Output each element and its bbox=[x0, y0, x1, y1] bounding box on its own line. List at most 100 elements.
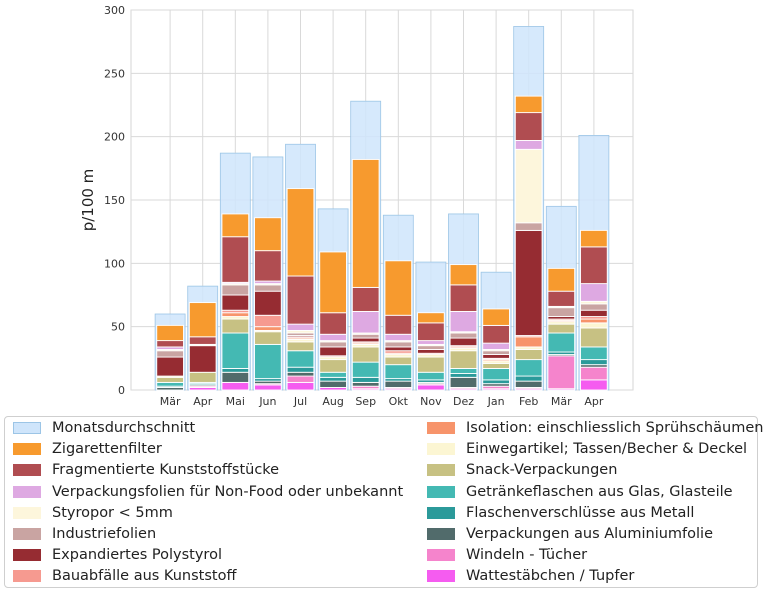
legend-swatch bbox=[427, 485, 455, 498]
stack-segment bbox=[221, 318, 250, 334]
stack-segment bbox=[514, 349, 543, 361]
stack-segment bbox=[254, 290, 282, 316]
x-tick-label: Apr bbox=[584, 395, 604, 408]
stack-segment bbox=[221, 368, 250, 373]
legend-item: Getränkeflaschen aus Glas, Glasteile bbox=[427, 482, 733, 502]
stacked-bars bbox=[156, 95, 608, 391]
stack-segment bbox=[254, 326, 282, 331]
stack-segment bbox=[547, 290, 576, 307]
stack-segment bbox=[514, 222, 543, 231]
legend-label: Expandiertes Polystyrol bbox=[52, 547, 222, 564]
stack-segment bbox=[514, 140, 543, 150]
stack-segment bbox=[351, 337, 380, 343]
stack-segment bbox=[449, 376, 478, 388]
legend-item: Einwegartikel; Tassen/Becher & Deckel bbox=[427, 439, 747, 459]
stack-segment bbox=[286, 188, 315, 277]
legend-swatch bbox=[13, 549, 41, 562]
stack-segment bbox=[351, 376, 380, 383]
stack-segment bbox=[547, 355, 576, 390]
stack-segment bbox=[254, 314, 282, 328]
legend-item: Flaschenverschlüsse aus Metall bbox=[427, 503, 694, 523]
stack-segment bbox=[156, 356, 184, 377]
stack-segment bbox=[188, 371, 217, 383]
stack-segment bbox=[417, 371, 445, 381]
x-tick-label: Nov bbox=[420, 395, 442, 408]
stack-segment bbox=[580, 327, 608, 348]
stack-segment bbox=[286, 341, 315, 352]
stack-segment bbox=[482, 368, 510, 381]
x-tick-label: Sep bbox=[355, 395, 376, 408]
stack-segment bbox=[514, 336, 543, 348]
stack-segment bbox=[286, 375, 315, 383]
stack-segment bbox=[156, 381, 184, 387]
stack-segment bbox=[417, 356, 445, 373]
y-tick-label: 100 bbox=[104, 257, 125, 270]
stack-segment bbox=[580, 318, 608, 324]
stack-segment bbox=[514, 359, 543, 377]
y-tick-label: 250 bbox=[104, 67, 125, 80]
legend-label: Windeln - Tücher bbox=[466, 547, 588, 564]
stack-segment bbox=[514, 95, 543, 114]
tick-labels: 0 50 100 150 200 250 300 Mär Apr Mai Jun Jul Aug Sep O… bbox=[104, 4, 604, 408]
legend-swatch bbox=[427, 528, 455, 540]
legend-item: Isolation: einschliesslich Sprühschäumen bbox=[427, 418, 763, 438]
stack-segment bbox=[580, 346, 608, 361]
legend-swatch bbox=[13, 464, 41, 477]
legend-item: Wattestäbchen / Tupfer bbox=[427, 566, 634, 586]
stack-segment bbox=[221, 371, 250, 383]
stack-segment bbox=[580, 229, 608, 248]
legend-label: Styropor < 5mm bbox=[52, 504, 173, 521]
stack-segment bbox=[384, 333, 413, 342]
legend-item: Expandiertes Polystyrol bbox=[13, 545, 222, 565]
stack-segment bbox=[580, 309, 608, 317]
legend-label: Isolation: einschliesslich Sprühschäumen bbox=[466, 420, 764, 436]
x-tick-label: Aug bbox=[322, 395, 343, 408]
stack-segment bbox=[221, 236, 250, 283]
legend-item: Bauabfälle aus Kunststoff bbox=[13, 566, 236, 586]
legend-item: Windeln - Tücher bbox=[427, 545, 587, 565]
stack-segment bbox=[449, 311, 478, 333]
stack-segment bbox=[384, 346, 413, 352]
stack-segment bbox=[319, 341, 347, 348]
stack-segment bbox=[482, 379, 510, 385]
stack-segment bbox=[188, 302, 217, 338]
legend-label: Verpackungsfolien für Non-Food oder unbe… bbox=[52, 483, 404, 500]
stack-segment bbox=[482, 354, 510, 359]
stack-segment bbox=[254, 384, 282, 391]
stack-segment bbox=[319, 251, 347, 314]
stack-segment bbox=[417, 345, 445, 350]
stack-segment bbox=[547, 267, 576, 292]
stack-segment bbox=[156, 340, 184, 348]
legend-swatch bbox=[13, 528, 41, 540]
stack-segment bbox=[254, 217, 282, 252]
stack-segment bbox=[449, 332, 478, 339]
stack-segment bbox=[221, 213, 250, 238]
stack-segment bbox=[580, 322, 608, 329]
stack-segment bbox=[384, 260, 413, 316]
stack-segment bbox=[514, 229, 543, 336]
stack-segment bbox=[351, 159, 380, 288]
legend-item: Snack-Verpackungen bbox=[427, 460, 617, 480]
stack-segment bbox=[384, 364, 413, 380]
legend-swatch bbox=[13, 443, 41, 456]
stack-segment bbox=[384, 380, 413, 388]
stack-segment bbox=[188, 345, 217, 373]
stack-segment bbox=[319, 312, 347, 335]
legend-swatch bbox=[13, 485, 41, 498]
stack-segment bbox=[580, 246, 608, 285]
stack-segment bbox=[482, 342, 510, 350]
stack-segment bbox=[286, 371, 315, 377]
stack-segment bbox=[221, 294, 250, 311]
legend-item: Zigarettenfilter bbox=[13, 439, 162, 459]
legend-item: Verpackungsfolien für Non-Food oder unbe… bbox=[13, 482, 403, 502]
stack-segment bbox=[417, 312, 445, 324]
stack-segment bbox=[547, 332, 576, 353]
y-tick-label: 200 bbox=[104, 131, 125, 144]
stack-segment bbox=[156, 350, 184, 358]
stack-segment bbox=[319, 359, 347, 373]
x-tick-label: Mär bbox=[551, 395, 572, 408]
x-tick-label: Jan bbox=[487, 395, 505, 408]
chart: 0 50 100 150 200 250 300 Mär Apr Mai Jun Jul Aug Sep O… bbox=[79, 4, 634, 408]
stack-segment bbox=[351, 361, 380, 378]
stack-segment bbox=[417, 340, 445, 345]
